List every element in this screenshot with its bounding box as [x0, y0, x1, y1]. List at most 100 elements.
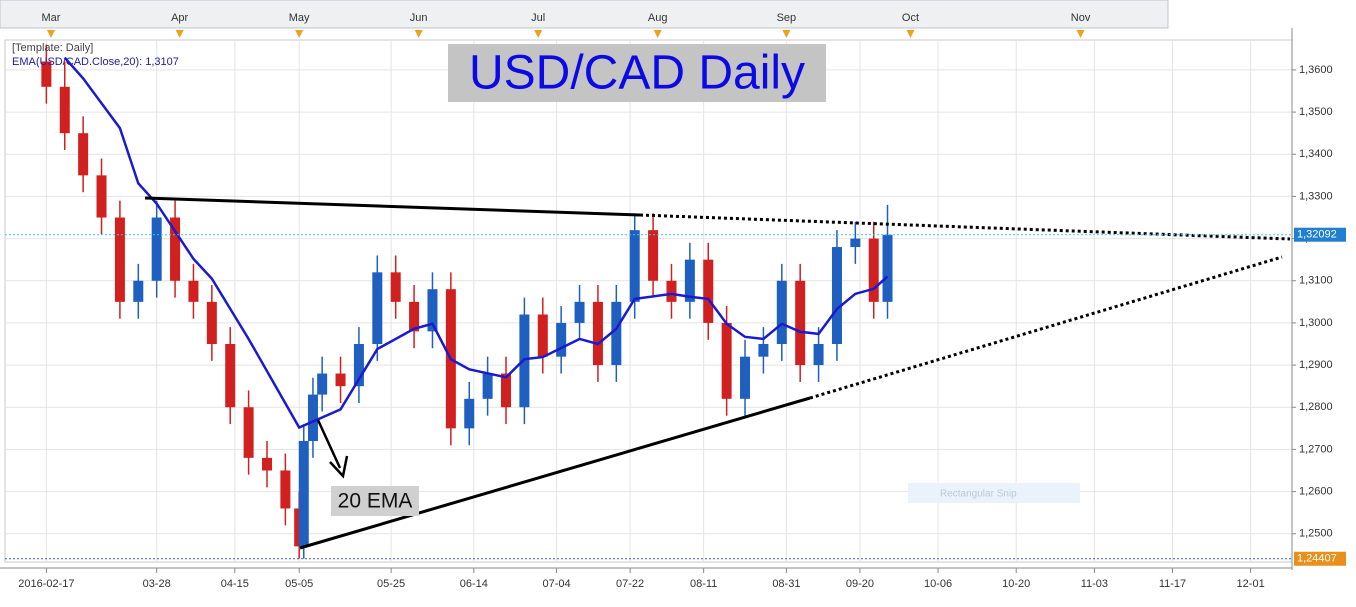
candle-body [721, 322, 732, 399]
legend-line: [Template: Daily] [12, 42, 93, 54]
month-marker [414, 30, 423, 38]
x-tick-label: 04-15 [221, 578, 249, 590]
x-tick-label: 10-20 [1002, 578, 1030, 590]
candle-body [151, 217, 162, 281]
y-tick-label: 1,2600 [1299, 485, 1333, 497]
month-marker [1076, 30, 1085, 38]
month-label: Jul [531, 12, 545, 24]
x-tick-label: 05-05 [285, 578, 313, 590]
candle-body [831, 247, 842, 345]
month-marker [295, 30, 304, 38]
candle-body [261, 457, 272, 471]
month-marker [653, 30, 662, 38]
candle-body [59, 86, 70, 134]
x-tick-label: 05-25 [377, 578, 405, 590]
candle-body [206, 301, 217, 345]
candle-body [170, 217, 181, 281]
month-marker [534, 30, 543, 38]
candle-body [850, 238, 861, 248]
candle-body [574, 301, 585, 323]
candle-body [427, 289, 438, 332]
candle-body [96, 175, 107, 218]
candle-body [611, 301, 622, 366]
candle-body [390, 272, 401, 302]
x-tick-label: 03-28 [143, 578, 171, 590]
candle-body [684, 259, 695, 302]
candle-body [482, 373, 493, 399]
support-extension [809, 255, 1283, 400]
x-tick-label: 08-31 [772, 578, 800, 590]
price-tag [1294, 227, 1346, 242]
candle-body [409, 301, 420, 332]
month-marker [46, 30, 55, 38]
candle-body [41, 61, 52, 87]
candle-body [353, 344, 364, 387]
y-tick-label: 1,2800 [1299, 401, 1333, 413]
arrow-head [329, 455, 349, 479]
x-tick-label: 08-11 [690, 578, 717, 590]
month-label: Jun [410, 12, 428, 24]
month-label: Apr [171, 12, 188, 24]
candle-body [335, 373, 346, 387]
candle-body [776, 280, 787, 345]
support-line [299, 396, 811, 550]
month-label: Oct [902, 12, 919, 24]
month-label: Nov [1071, 12, 1091, 24]
candle-body [225, 344, 236, 408]
candle-body [372, 272, 383, 345]
x-tick-label: 09-20 [846, 578, 874, 590]
resistance-line [144, 196, 641, 217]
candle-body [188, 280, 199, 302]
month-marker [175, 30, 184, 38]
month-label: Sep [777, 12, 797, 24]
candle-body [537, 314, 548, 357]
candle-body [78, 133, 89, 176]
candle-body [133, 280, 144, 302]
snip-label: Rectangular Snip [940, 489, 1017, 500]
x-tick-label: 10-06 [924, 578, 952, 590]
y-tick-label: 1,3500 [1299, 106, 1333, 118]
candle-body [795, 280, 806, 366]
y-tick-label: 1,3300 [1299, 190, 1333, 202]
price-tag [1294, 551, 1346, 566]
month-marker [906, 30, 915, 38]
ema-line [63, 56, 889, 430]
candle-body [703, 259, 714, 323]
candle-body [629, 230, 640, 302]
candle-body [666, 280, 677, 302]
month-strip [0, 0, 1169, 29]
candle-body [882, 234, 893, 302]
candle-body [317, 373, 328, 395]
y-tick-label: 1,2900 [1299, 359, 1333, 371]
plot-area [4, 39, 1293, 563]
candle-body [592, 301, 603, 366]
title-box [448, 44, 826, 102]
x-tick-label: 07-22 [616, 578, 644, 590]
x-tick-label: 11-17 [1159, 578, 1186, 590]
chart-title: USD/CAD Daily [469, 47, 805, 100]
candle-body [280, 470, 291, 509]
candle-body [813, 344, 824, 366]
annotation-box [331, 486, 419, 516]
candle-body [298, 440, 309, 547]
candle-body [243, 407, 254, 458]
y-tick-label: 1,2700 [1299, 443, 1333, 455]
candle-body [114, 217, 125, 302]
month-marker [782, 30, 791, 38]
candle-body [758, 344, 769, 357]
price-label: 1,24407 [1297, 553, 1337, 565]
y-tick-label: 1,3000 [1299, 317, 1333, 329]
candle-body [501, 373, 512, 408]
x-tick-label: 11-03 [1081, 578, 1108, 590]
x-tick-label: 07-04 [543, 578, 571, 590]
x-tick-label: 06-14 [460, 578, 488, 590]
candle-body [740, 356, 751, 399]
candle-body [556, 322, 567, 357]
y-tick-label: 1,2500 [1299, 528, 1333, 540]
month-label: May [289, 12, 310, 24]
candle-body [464, 398, 475, 429]
month-label: Mar [41, 12, 60, 24]
y-tick-label: 1,3400 [1299, 148, 1333, 160]
month-label: Aug [648, 12, 668, 24]
